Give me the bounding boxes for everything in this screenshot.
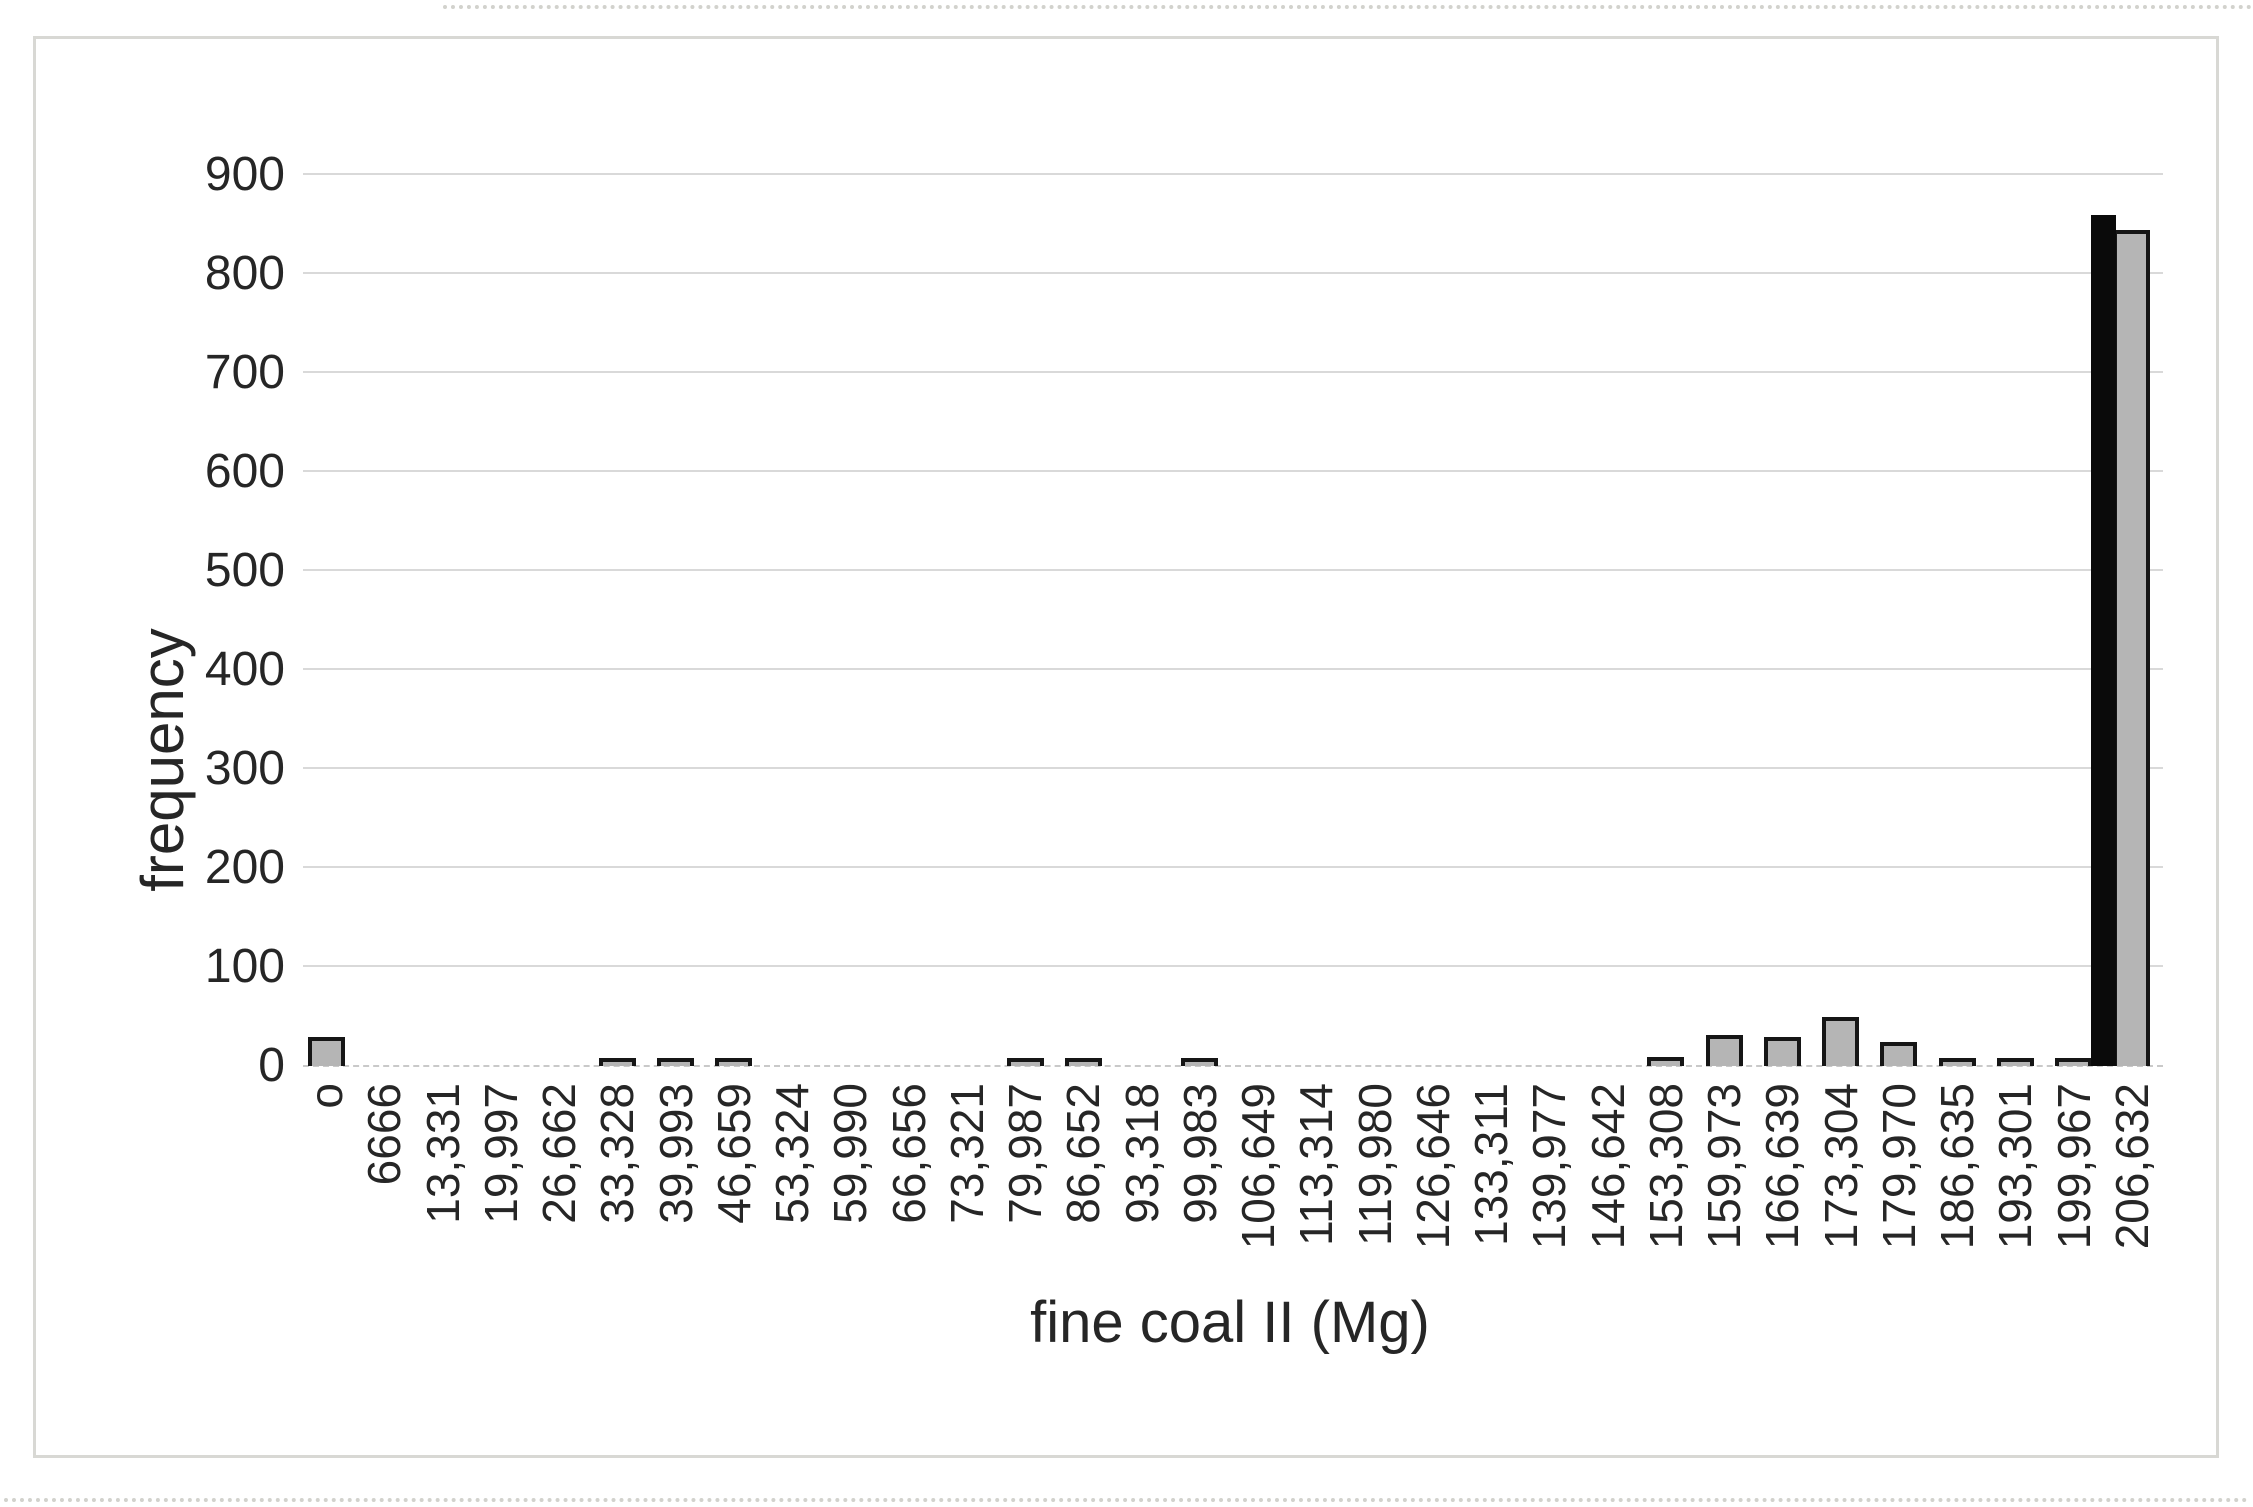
gridline bbox=[303, 272, 2163, 274]
y-tick-label: 900 bbox=[204, 148, 285, 201]
gridline bbox=[303, 470, 2163, 472]
x-tick-label: 186,635 bbox=[1931, 1083, 1983, 1250]
bar-gray-179,970 bbox=[1880, 1042, 1917, 1066]
y-tick-label: 400 bbox=[204, 643, 285, 696]
bar-gray-79,987 bbox=[1007, 1058, 1044, 1066]
y-tick-label: 800 bbox=[204, 247, 285, 300]
top-dotted-line bbox=[443, 5, 2253, 9]
y-tick-label: 100 bbox=[204, 940, 285, 993]
bar-gray-99,983 bbox=[1181, 1058, 1218, 1066]
x-tick-label: 173,304 bbox=[1815, 1083, 1867, 1250]
bar-gray-33,328 bbox=[599, 1058, 636, 1066]
x-tick-label: 193,301 bbox=[1989, 1083, 2041, 1250]
bar-gray-46,659 bbox=[715, 1058, 752, 1066]
y-tick-label: 200 bbox=[204, 841, 285, 894]
bar-gray-39,993 bbox=[657, 1058, 694, 1066]
y-tick-label: 300 bbox=[204, 742, 285, 795]
bar-gray-153,308 bbox=[1647, 1057, 1684, 1066]
gridline bbox=[303, 371, 2163, 373]
y-tick-label: 600 bbox=[204, 445, 285, 498]
gridline bbox=[303, 569, 2163, 571]
y-axis-title: frequency bbox=[129, 628, 196, 892]
bar-gray-o bbox=[308, 1037, 345, 1066]
x-axis-title: fine coal II (Mg) bbox=[1030, 1290, 1430, 1355]
x-tick-label: 13,331 bbox=[417, 1083, 469, 1224]
bar-gray-86,652 bbox=[1065, 1058, 1102, 1066]
bar-gray-199,967 bbox=[2055, 1058, 2092, 1066]
y-tick-label: 500 bbox=[204, 544, 285, 597]
x-tick-label: o bbox=[300, 1083, 352, 1109]
bar-black-206,632 bbox=[2091, 215, 2116, 1066]
gridline bbox=[303, 965, 2163, 967]
gridline bbox=[303, 866, 2163, 868]
bottom-dotted-line bbox=[4, 1498, 2249, 1502]
bar-gray-166,639 bbox=[1764, 1037, 1801, 1066]
bar-gray-193,301 bbox=[1997, 1058, 2034, 1066]
gridline bbox=[303, 767, 2163, 769]
x-tick-label: 166,639 bbox=[1756, 1083, 1808, 1250]
x-axis-baseline bbox=[303, 1065, 2163, 1067]
gridline bbox=[303, 173, 2163, 175]
x-tick-label: 19,997 bbox=[475, 1083, 527, 1224]
x-tick-label: 6666 bbox=[358, 1083, 410, 1186]
x-tick-label: 26,662 bbox=[533, 1083, 585, 1224]
gridline bbox=[303, 668, 2163, 670]
y-tick-label: 0 bbox=[258, 1039, 285, 1092]
y-tick-label: 700 bbox=[204, 346, 285, 399]
x-tick-label: 39,993 bbox=[650, 1083, 702, 1224]
x-tick-label: 199,967 bbox=[2048, 1083, 2100, 1250]
bar-gray-173,304 bbox=[1822, 1017, 1859, 1066]
bar-gray-186,635 bbox=[1939, 1058, 1976, 1066]
bar-gray-159,973 bbox=[1706, 1035, 1743, 1066]
x-tick-label: 206,632 bbox=[2106, 1083, 2158, 1250]
bar-gray-206,632 bbox=[2113, 230, 2150, 1066]
x-tick-label: 33,328 bbox=[591, 1083, 643, 1224]
x-tick-label: 179,970 bbox=[1873, 1083, 1925, 1250]
